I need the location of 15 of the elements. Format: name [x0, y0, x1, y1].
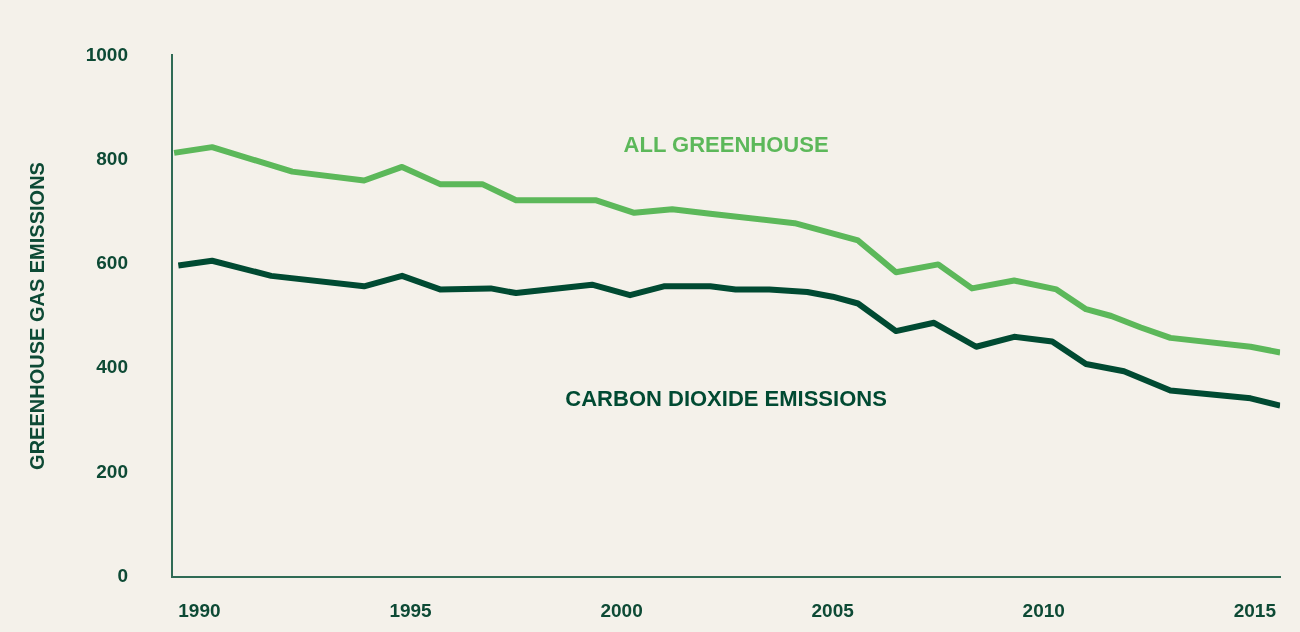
x-tick-label: 2000 — [600, 600, 643, 622]
y-tick-label: 200 — [96, 460, 128, 482]
y-tick-label: 400 — [96, 356, 128, 378]
y-tick-label: 600 — [96, 252, 128, 274]
x-tick-label: 1995 — [389, 600, 433, 622]
x-tick-label: 2005 — [811, 600, 855, 622]
y-tick-label: 1000 — [85, 43, 128, 65]
text: CARBON DIOXIDE EMISSIONS — [565, 386, 887, 412]
x-tick-label: 2010 — [1022, 600, 1065, 622]
y-tick-label: 800 — [96, 147, 128, 169]
text: ALL GREENHOUSE — [623, 131, 829, 157]
x-tick-label: 1990 — [178, 600, 221, 622]
y-tick-label: 0 — [117, 564, 128, 586]
y-axis-title: GREENHOUSE GAS EMISSIONS — [25, 162, 48, 470]
x-tick-label: 2015 — [1233, 600, 1277, 622]
